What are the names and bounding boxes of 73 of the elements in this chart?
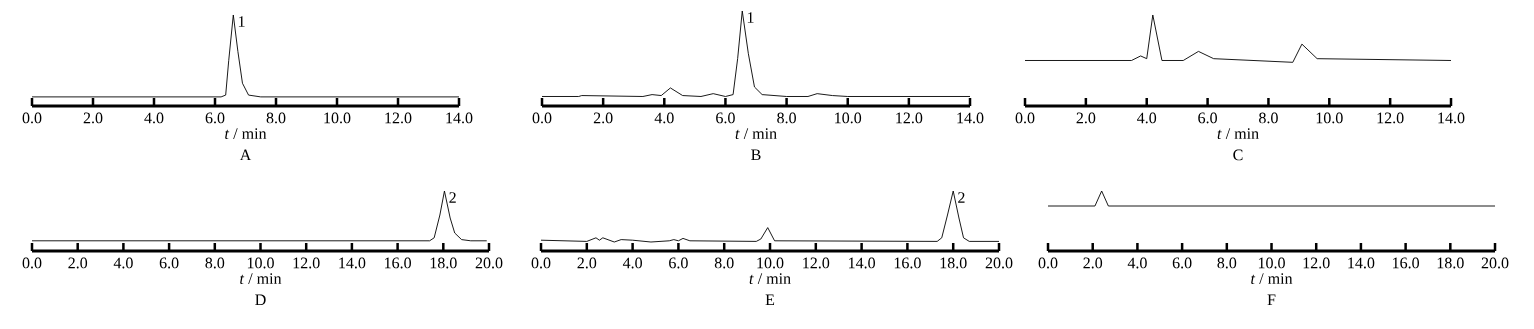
x-tick-label: 16.0 bbox=[1393, 257, 1420, 269]
x-tick-label: 6.0 bbox=[1172, 257, 1192, 269]
x-axis-title: t / min bbox=[240, 273, 282, 285]
x-tick-label: 2.0 bbox=[1083, 257, 1103, 269]
x-tick-label: 14.0 bbox=[957, 112, 984, 124]
x-tick-label: 0.0 bbox=[531, 257, 551, 269]
x-tick-label: 14.0 bbox=[849, 257, 875, 269]
x-tick-label: 6.0 bbox=[205, 112, 225, 124]
x-tick-label: 20.0 bbox=[1481, 257, 1509, 269]
x-tick-label: 12.0 bbox=[1377, 112, 1404, 124]
x-tick-label: 14.0 bbox=[1438, 112, 1465, 124]
annotation: 1 bbox=[238, 16, 245, 27]
x-tick-label: 6.0 bbox=[1198, 112, 1217, 124]
x-tick-label: 0.0 bbox=[532, 112, 552, 124]
text: A bbox=[239, 149, 252, 161]
x-axis-title: t / min bbox=[1251, 273, 1293, 285]
text: F bbox=[1267, 294, 1276, 306]
x-tick-label: 12.0 bbox=[385, 112, 412, 124]
x-axis-title: t / min bbox=[735, 128, 777, 140]
x-tick-label: 8.0 bbox=[1259, 112, 1278, 124]
x-tick-label: 0.0 bbox=[22, 257, 42, 269]
x-tick-label: 8.0 bbox=[266, 112, 286, 124]
x-tick-label: 10.0 bbox=[247, 257, 274, 269]
x-tick-label: 2.0 bbox=[83, 112, 103, 124]
annotation: 2 bbox=[958, 192, 965, 203]
x-tick-label: 10.0 bbox=[324, 112, 351, 124]
x-tick-label: 8.0 bbox=[714, 257, 734, 269]
x-tick-label: 4.0 bbox=[1137, 112, 1157, 124]
x-tick-label: 4.0 bbox=[144, 112, 164, 124]
x-tick-label: 6.0 bbox=[716, 112, 735, 124]
x-tick-label: 16.0 bbox=[894, 257, 921, 269]
x-tick-label: 0.0 bbox=[1015, 112, 1035, 124]
x-tick-label: 18.0 bbox=[1437, 257, 1464, 269]
x-tick-label: 0.0 bbox=[1038, 257, 1058, 269]
text: B bbox=[751, 149, 761, 161]
x-tick-label: 4.0 bbox=[654, 112, 674, 124]
x-tick-label: 18.0 bbox=[430, 257, 457, 269]
x-tick-label: 12.0 bbox=[896, 112, 923, 124]
annotation: 1 bbox=[747, 12, 754, 23]
x-tick-label: 20.0 bbox=[985, 257, 1013, 269]
x-tick-label: 10.0 bbox=[835, 112, 862, 124]
x-tick-label: 10.0 bbox=[1316, 112, 1343, 124]
x-tick-label: 4.0 bbox=[622, 257, 642, 269]
x-axis-title: t / min bbox=[225, 128, 267, 140]
x-tick-label: 12.0 bbox=[293, 257, 320, 269]
x-tick-label: 2.0 bbox=[68, 257, 88, 269]
x-tick-label: 16.0 bbox=[385, 257, 411, 269]
x-axis-title: t / min bbox=[1217, 128, 1259, 140]
x-tick-label: 0.0 bbox=[22, 112, 42, 124]
text: E bbox=[765, 294, 775, 306]
annotation: 2 bbox=[449, 192, 456, 203]
x-tick-label: 2.0 bbox=[1076, 112, 1096, 124]
x-tick-label: 6.0 bbox=[159, 257, 179, 269]
x-tick-label: 8.0 bbox=[777, 112, 796, 124]
x-axis-title: t / min bbox=[749, 273, 791, 285]
x-tick-label: 2.0 bbox=[593, 112, 613, 124]
text: D bbox=[255, 294, 266, 306]
x-tick-label: 2.0 bbox=[577, 257, 597, 269]
x-tick-label: 14.0 bbox=[339, 257, 366, 269]
x-tick-label: 10.0 bbox=[1258, 257, 1285, 269]
x-tick-label: 8.0 bbox=[1217, 257, 1237, 269]
x-tick-label: 4.0 bbox=[1127, 257, 1147, 269]
x-tick-label: 4.0 bbox=[113, 257, 133, 269]
x-tick-label: 8.0 bbox=[205, 257, 225, 269]
text: C bbox=[1233, 149, 1243, 161]
x-tick-label: 12.0 bbox=[803, 257, 830, 269]
x-tick-label: 12.0 bbox=[1303, 257, 1330, 269]
x-tick-label: 14.0 bbox=[446, 112, 473, 124]
x-tick-label: 6.0 bbox=[669, 257, 688, 269]
x-tick-label: 10.0 bbox=[757, 257, 784, 269]
x-tick-label: 18.0 bbox=[940, 257, 967, 269]
x-tick-label: 20.0 bbox=[475, 257, 503, 269]
x-tick-label: 14.0 bbox=[1348, 257, 1375, 269]
